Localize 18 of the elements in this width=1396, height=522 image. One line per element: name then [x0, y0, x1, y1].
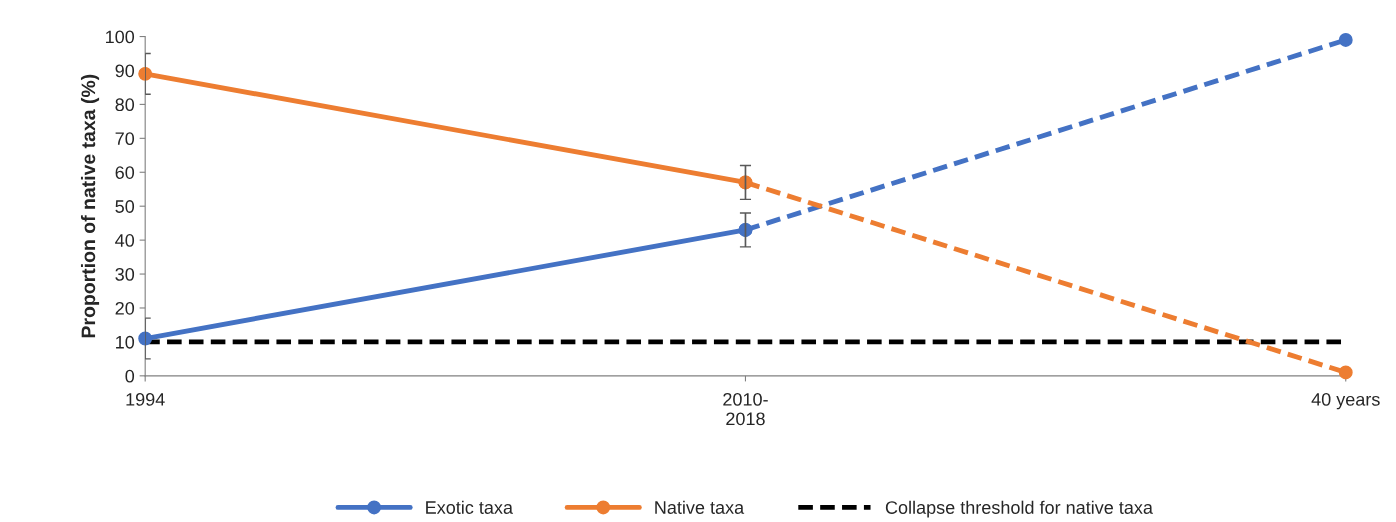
y-tick-label: 0 [125, 369, 135, 383]
legend-label: Native taxa [655, 500, 745, 514]
y-tick-label: 20 [115, 301, 135, 315]
legend-label: Exotic taxa [426, 500, 513, 514]
x-tick-label: 40 years [1311, 392, 1380, 410]
x-tick-label: 2010- 2018 [723, 392, 768, 426]
y-tick-label: 80 [115, 98, 135, 112]
y-tick-label: 100 [106, 30, 135, 44]
y-tick-label: 10 [116, 335, 135, 349]
y-axis-title: Proportion of native taxa (%) [80, 74, 100, 338]
y-tick-label: 60 [115, 166, 135, 179]
y-tick-label: 30 [115, 267, 135, 281]
y-tick-label: 70 [115, 132, 135, 146]
x-tick-label: 1994 [126, 392, 165, 406]
y-tick-label: 90 [115, 64, 135, 78]
legend-label: Collapse threshold for native taxa [885, 500, 1153, 518]
y-tick-label: 50 [115, 200, 135, 213]
y-tick-label: 40 [115, 234, 135, 247]
